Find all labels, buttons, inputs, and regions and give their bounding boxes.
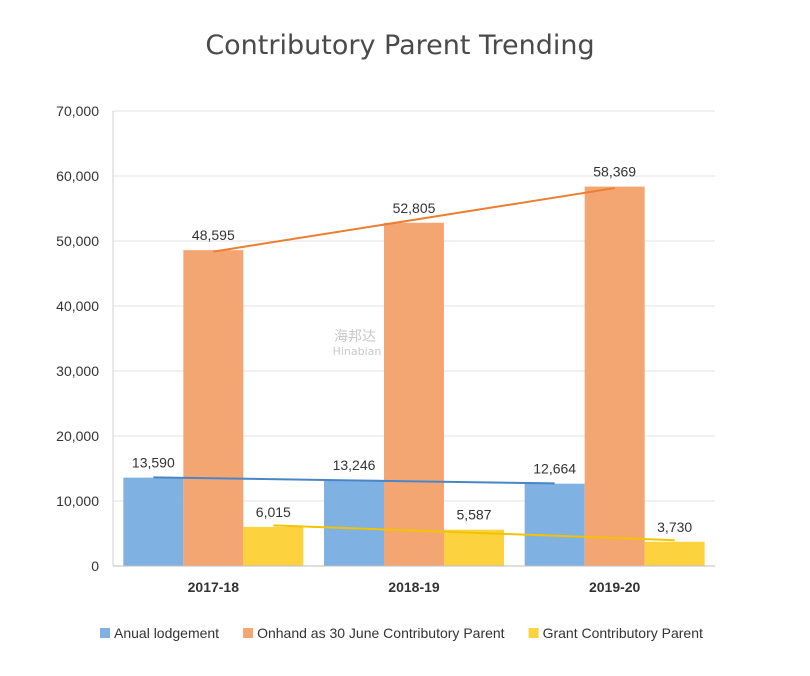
data-label: 58,369 xyxy=(593,164,636,180)
legend-swatch xyxy=(243,628,254,638)
trendline-3 xyxy=(273,524,675,542)
watermark: 海邦达 Hinabian xyxy=(333,329,382,358)
data-label: 5,587 xyxy=(456,507,491,523)
bar-3-2019-20 xyxy=(644,541,705,566)
bar-1-2018-19 xyxy=(324,479,384,566)
legend-swatch xyxy=(528,628,539,638)
bar-3-2018-19 xyxy=(444,529,504,566)
axes: 0 10,000 20,000 30,000 40,000 50,000 60,000 70,… xyxy=(56,103,715,595)
bar-2-2018-19 xyxy=(384,222,444,566)
data-label: 13,246 xyxy=(333,457,376,473)
bar-2-2017-18 xyxy=(183,250,244,566)
legend-label: Anual lodgement xyxy=(114,625,219,641)
data-label: 13,590 xyxy=(132,455,175,471)
y-tick-label: 60,000 xyxy=(56,168,99,184)
trendline-1 xyxy=(153,476,555,485)
data-label: 6,015 xyxy=(256,504,291,520)
y-tick-label: 70,000 xyxy=(56,103,99,119)
bar-3-2017-18 xyxy=(243,526,304,566)
bar-1-2019-20 xyxy=(524,483,585,566)
legend-swatch xyxy=(100,628,110,638)
x-tick-label: 2018-19 xyxy=(388,579,440,595)
data-labels: 13,590 13,246 12,664 48,595 52,805 58,369 6,01… xyxy=(132,164,692,535)
watermark-subtext: Hinabian xyxy=(333,345,382,358)
data-label: 12,664 xyxy=(533,461,576,477)
legend-label: Onhand as 30 June Contributory Parent xyxy=(257,625,505,641)
trendlines xyxy=(153,187,675,542)
bars xyxy=(123,186,705,566)
watermark-text: 海邦达 xyxy=(334,329,376,345)
chart-title: Contributory Parent Trending xyxy=(205,30,594,61)
y-tick-label: 0 xyxy=(91,558,99,574)
y-tick-label: 50,000 xyxy=(56,233,99,249)
y-tick-label: 30,000 xyxy=(56,363,99,379)
bar-2-2019-20 xyxy=(584,186,645,566)
data-label: 52,805 xyxy=(393,200,436,216)
x-tick-label: 2017-18 xyxy=(188,579,240,595)
y-tick-label: 10,000 xyxy=(56,493,99,509)
y-tick-label: 20,000 xyxy=(56,428,99,444)
data-label: 3,730 xyxy=(657,519,692,535)
data-label: 48,595 xyxy=(192,227,235,243)
x-tick-label: 2019-20 xyxy=(589,579,641,595)
legend: Anual lodgement Onhand as 30 June Contrib… xyxy=(100,625,703,641)
legend-label: Grant Contributory Parent xyxy=(543,625,703,641)
y-tick-label: 40,000 xyxy=(56,298,99,314)
trendline-2 xyxy=(213,187,615,253)
bar-1-2017-18 xyxy=(123,477,184,566)
